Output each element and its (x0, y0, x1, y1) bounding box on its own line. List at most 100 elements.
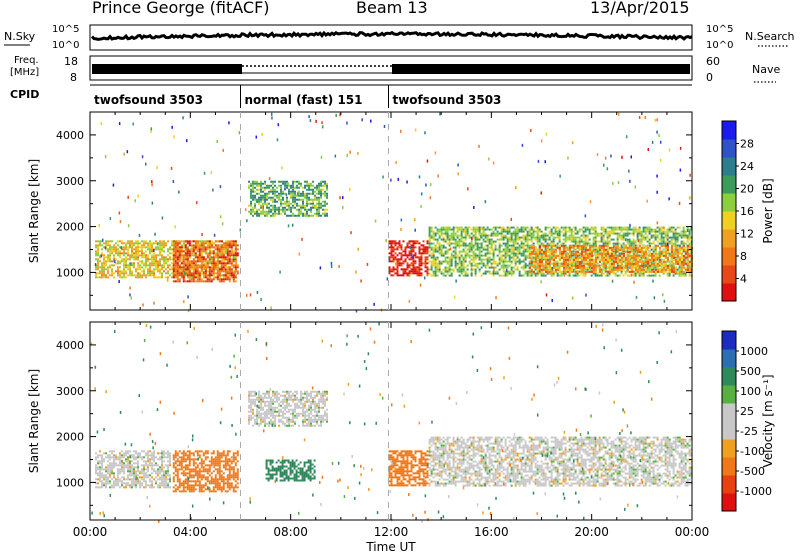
scatter-cell (434, 232, 437, 235)
scatter-cell (662, 268, 665, 271)
scatter-cell (220, 262, 223, 265)
scatter-cell (420, 268, 423, 271)
scatter-cell (157, 270, 160, 273)
scatter-cell (564, 268, 567, 271)
scatter-cell (560, 264, 563, 267)
scatter-cell (570, 268, 573, 271)
scatter-cell (322, 192, 325, 195)
scatter-cell (202, 264, 205, 267)
scatter-cell (602, 252, 605, 255)
scatter-cell (300, 212, 303, 215)
scatter-cell (528, 252, 531, 255)
scatter-cell (600, 236, 603, 239)
scatter-cell (604, 274, 607, 277)
scatter-cell (292, 192, 295, 195)
scatter-cell (316, 214, 319, 217)
scatter-cell (640, 252, 643, 255)
scatter-cell (159, 252, 162, 255)
scatter-cell (574, 226, 577, 229)
scatter-cell (498, 256, 501, 259)
scatter-cell (684, 242, 687, 245)
scatter-cell (670, 262, 673, 265)
scatter-cell (159, 262, 162, 265)
scatter-cell (568, 258, 571, 261)
scatter-cell (504, 244, 507, 247)
scatter-cell (678, 266, 681, 269)
scatter-cell (514, 246, 517, 249)
scatter-cell (688, 266, 691, 269)
scatter-cell (174, 270, 177, 273)
scatter-cell (452, 238, 455, 241)
scatter-cell (131, 246, 134, 249)
scatter-cell (182, 262, 185, 265)
scatter-cell (664, 248, 667, 251)
scatter-cell (392, 250, 395, 253)
scatter-cell (316, 198, 319, 201)
scatter-cell (398, 258, 401, 261)
scatter-cell (188, 270, 191, 273)
scatter-cell (131, 240, 134, 243)
scatter-cell (608, 234, 611, 237)
scatter-cell (488, 272, 491, 275)
scatter-cell (149, 274, 152, 277)
scatter-cell (474, 236, 477, 239)
scatter-cell (494, 234, 497, 237)
scatter-cell (506, 228, 509, 231)
scatter-cell (184, 240, 187, 243)
scatter-cell (602, 242, 605, 245)
scatter-cell (396, 262, 399, 265)
scatter-cell (554, 246, 557, 249)
scatter-cell (268, 206, 271, 209)
scatter-cell (530, 268, 533, 271)
scatter-cell (546, 254, 549, 257)
scatter-cell (504, 248, 507, 251)
scatter-cell (99, 270, 102, 273)
scatter-cell (207, 244, 210, 247)
scatter-cell (137, 248, 140, 251)
scatter-cell (482, 272, 485, 275)
scatter-cell (260, 186, 263, 189)
scatter-cell (147, 258, 150, 261)
scatter-cell (296, 194, 299, 197)
scatter-cell (540, 236, 543, 239)
scatter-cell (616, 236, 619, 239)
scatter-cell (408, 266, 411, 269)
scatter-cell (596, 240, 599, 243)
scatter-cell (178, 278, 181, 281)
scatter-cell (462, 264, 465, 267)
scatter-cell (618, 268, 621, 271)
scatter-cell (310, 206, 313, 209)
scatter-cell (390, 274, 393, 277)
scatter-cell (460, 268, 463, 271)
scatter-cell (520, 228, 523, 231)
scatter-cell (165, 244, 168, 247)
scatter-cell (472, 256, 475, 259)
scatter-cell (210, 262, 213, 265)
scatter-cell (560, 244, 563, 247)
scatter-cell (638, 246, 641, 249)
scatter-cell (472, 228, 475, 231)
scatter-cell (197, 276, 200, 279)
scatter-cell (672, 226, 675, 229)
scatter-cell (568, 238, 571, 241)
scatter-cell (584, 236, 587, 239)
scatter-cell (250, 192, 253, 195)
scatter-cell (306, 210, 309, 213)
scatter-cell (430, 252, 433, 255)
scatter-cell (510, 246, 513, 249)
scatter-cell (288, 204, 291, 207)
scatter-cell (300, 204, 303, 207)
scatter-cell (556, 260, 559, 263)
scatter-cell (280, 198, 283, 201)
scatter-cell (286, 184, 289, 187)
scatter-cell (594, 274, 597, 277)
scatter-cell (482, 240, 485, 243)
scatter-cell (628, 256, 631, 259)
scatter-cell (101, 244, 104, 247)
scatter-cell (186, 272, 189, 275)
scatter-cell (472, 254, 475, 257)
scatter-cell (135, 240, 138, 243)
scatter-cell (634, 242, 637, 245)
scatter-cell (628, 274, 631, 277)
scatter-cell (688, 272, 691, 275)
